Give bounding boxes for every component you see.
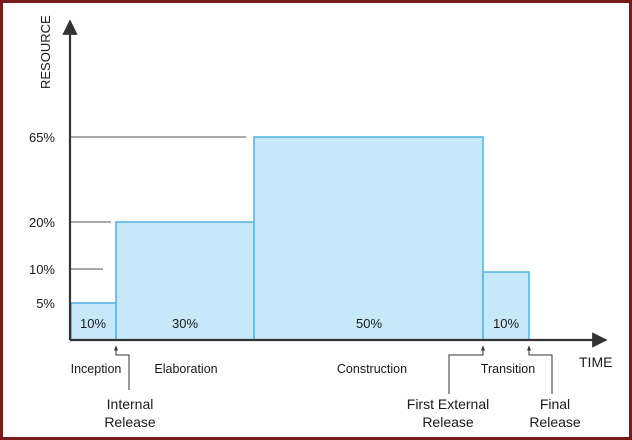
y-tick-label: 20%	[29, 215, 55, 230]
phase-name-label: Construction	[337, 362, 407, 376]
phase-name-label: Elaboration	[154, 362, 217, 376]
phase-name-label: Transition	[481, 362, 535, 376]
y-axis-label: RESOURCE	[38, 15, 53, 89]
milestone-label: Release	[422, 414, 474, 430]
milestone-label: Release	[529, 414, 581, 430]
bar-construction	[253, 136, 484, 341]
phase-share-label: 50%	[356, 316, 382, 331]
bar-transition	[482, 271, 530, 341]
diagram-frame: RESOURCE TIME 65% 20% 10% 5% 10% 30% 50%…	[3, 3, 629, 437]
resource-time-diagram: RESOURCE TIME 65% 20% 10% 5% 10% 30% 50%…	[29, 15, 612, 430]
phase-name-label: Inception	[71, 362, 122, 376]
milestone-label: Release	[104, 414, 156, 430]
milestone-label: Internal	[107, 396, 154, 412]
milestone-pointer	[527, 345, 553, 394]
phase-share-label: 10%	[493, 316, 519, 331]
y-tick-label: 10%	[29, 262, 55, 277]
y-tick-label: 5%	[36, 296, 55, 311]
x-axis-label: TIME	[579, 354, 612, 370]
milestone-pointer	[448, 345, 485, 394]
y-tick-label: 65%	[29, 130, 55, 145]
phase-share-label: 30%	[172, 316, 198, 331]
bar-inception	[70, 302, 117, 341]
milestone-label: Final	[540, 396, 570, 412]
phase-share-label: 10%	[80, 316, 106, 331]
milestone-label: First External	[407, 396, 489, 412]
milestone-pointer	[114, 345, 130, 390]
